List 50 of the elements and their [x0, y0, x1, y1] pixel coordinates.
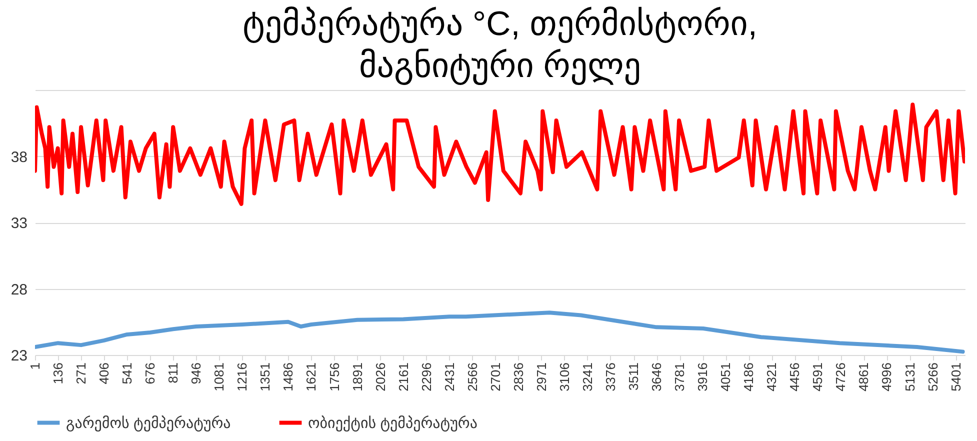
x-tick-label: 811: [166, 362, 181, 384]
x-tick-label: 5401: [948, 362, 964, 392]
line-series: [35, 102, 965, 206]
x-tick-label: 2026: [372, 362, 388, 392]
x-tick-label: 1216: [234, 362, 250, 392]
line-series: [35, 310, 965, 354]
x-tick-label: 2296: [418, 362, 434, 392]
x-tick-label: 3646: [649, 362, 664, 392]
x-tick-label: 4456: [787, 362, 802, 392]
x-tick-label: 4591: [810, 362, 826, 392]
x-tick-label: 946: [188, 362, 204, 384]
x-tick-label: 1891: [350, 362, 365, 392]
x-tick-label: 2161: [396, 362, 411, 392]
x-tick-label: 3916: [695, 362, 710, 392]
x-tick-label: 1621: [304, 362, 319, 392]
x-tick-label: 541: [120, 362, 135, 384]
x-tick-label: 676: [142, 362, 158, 384]
y-tick-label: 33: [10, 215, 28, 232]
x-tick-label: 2701: [488, 362, 503, 392]
x-tick-label: 3106: [556, 362, 572, 392]
x-tick-label: 3781: [672, 362, 688, 392]
x-tick-label: 3511: [626, 362, 642, 390]
x-tick-label: 3241: [580, 362, 595, 392]
x-tick-label: 2836: [510, 362, 526, 392]
x-tick-label: 4726: [833, 362, 848, 392]
chart-title: ტემპერატურა °C, თერმისტორი, მაგნიტური რელე: [242, 5, 758, 86]
x-tick-label: 3376: [602, 362, 618, 392]
x-tick-label: 2971: [534, 362, 549, 392]
x-tick-label: 271: [74, 362, 89, 384]
y-tick-label: 38: [10, 148, 28, 166]
legend-label: გარემოს ტემპერატურა: [66, 414, 231, 432]
x-tick-label: 4861: [856, 362, 872, 392]
x-tick-label: 1351: [258, 362, 273, 392]
x-tick-label: 4996: [879, 362, 894, 392]
x-tick-label: 5131: [902, 362, 918, 392]
y-tick-label: 23: [10, 348, 28, 364]
x-tick-label: 4321: [764, 362, 780, 392]
x-tick-label: 4051: [718, 362, 734, 392]
x-tick-label: 1486: [280, 362, 296, 392]
x-tick-label: 1081: [212, 362, 227, 392]
x-tick-label: 1756: [326, 362, 342, 392]
x-tick-label: 4186: [741, 362, 756, 392]
x-tick-label: 136: [50, 362, 66, 384]
x-tick-label: 2566: [464, 362, 480, 392]
legend-label: ობიექტის ტემპერატურა: [308, 414, 478, 432]
x-tick-label: 406: [96, 362, 112, 384]
y-tick-label: 28: [10, 281, 28, 298]
x-tick-label: 2431: [442, 362, 457, 392]
x-tick-label: 1: [28, 362, 42, 370]
x-tick-label: 5266: [925, 362, 940, 392]
